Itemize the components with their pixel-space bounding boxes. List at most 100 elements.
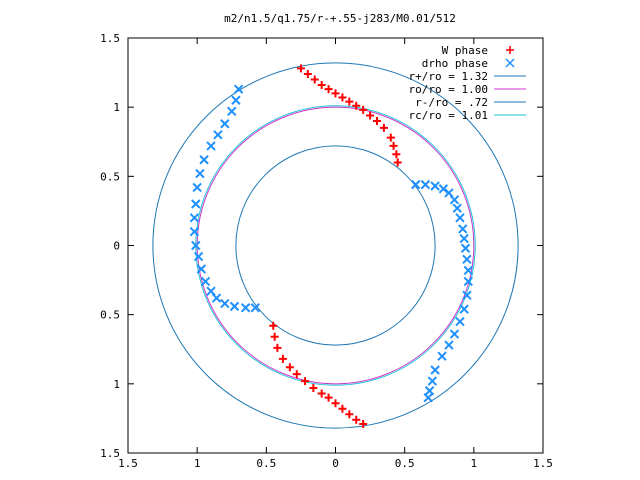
y-tick-label: 0 bbox=[113, 240, 120, 253]
x-tick-label: 1 bbox=[194, 457, 201, 470]
point bbox=[211, 293, 222, 303]
point bbox=[459, 233, 469, 244]
point bbox=[430, 365, 440, 375]
point bbox=[303, 69, 312, 78]
point bbox=[423, 392, 433, 403]
point bbox=[345, 97, 354, 106]
circle-2 bbox=[235, 145, 436, 346]
point bbox=[231, 95, 241, 105]
point bbox=[420, 179, 431, 190]
point bbox=[199, 155, 209, 165]
legend-label: ro/ro = 1.00 bbox=[409, 83, 488, 96]
point bbox=[338, 93, 347, 102]
point bbox=[460, 243, 471, 253]
point bbox=[229, 301, 240, 312]
point bbox=[195, 168, 205, 179]
point bbox=[331, 89, 340, 98]
point bbox=[331, 399, 340, 408]
point bbox=[462, 254, 472, 265]
point bbox=[191, 199, 201, 209]
point bbox=[386, 133, 395, 142]
point bbox=[278, 354, 287, 363]
point bbox=[455, 316, 465, 327]
y-tick-label: 1.5 bbox=[100, 32, 120, 45]
point bbox=[317, 389, 326, 398]
x-tick-label: 1.5 bbox=[533, 457, 553, 470]
point bbox=[220, 119, 230, 129]
x-tick-label: 1.5 bbox=[118, 457, 138, 470]
point bbox=[301, 377, 310, 386]
y-tick-label: 1 bbox=[113, 101, 120, 114]
data-series bbox=[189, 64, 474, 428]
point bbox=[310, 75, 319, 84]
circle-0 bbox=[152, 62, 519, 429]
point bbox=[379, 123, 388, 132]
series-2 bbox=[411, 179, 474, 403]
point bbox=[309, 383, 318, 392]
point bbox=[437, 351, 447, 361]
point bbox=[373, 117, 381, 125]
point bbox=[352, 101, 361, 110]
legend-label: r+/ro = 1.32 bbox=[409, 70, 488, 83]
point bbox=[317, 81, 326, 90]
point bbox=[359, 105, 368, 114]
point bbox=[352, 415, 361, 424]
point bbox=[389, 141, 398, 150]
point bbox=[189, 226, 200, 237]
point bbox=[338, 404, 347, 413]
x-tick-label: 0.5 bbox=[256, 457, 276, 470]
point bbox=[463, 276, 474, 287]
y-tick-label: 0.5 bbox=[100, 309, 120, 322]
point bbox=[206, 141, 216, 151]
point bbox=[444, 340, 454, 350]
legend-label: drho phase bbox=[422, 57, 488, 70]
point bbox=[270, 332, 279, 341]
point bbox=[324, 85, 333, 94]
point bbox=[213, 130, 223, 140]
point bbox=[324, 393, 333, 402]
legend-swatch bbox=[505, 58, 515, 68]
point bbox=[285, 363, 294, 372]
y-tick-label: 0.5 bbox=[100, 170, 120, 183]
point bbox=[463, 265, 474, 276]
point bbox=[233, 84, 244, 94]
y-tick-label: 1.5 bbox=[100, 447, 120, 460]
point bbox=[273, 343, 282, 352]
x-tick-label: 0 bbox=[332, 457, 339, 470]
point bbox=[449, 329, 460, 339]
point bbox=[459, 304, 469, 314]
point bbox=[359, 419, 368, 428]
point bbox=[424, 386, 435, 396]
point bbox=[366, 111, 375, 120]
legend-label: rc/ro = 1.01 bbox=[409, 109, 488, 122]
point bbox=[196, 264, 207, 274]
point bbox=[393, 158, 402, 167]
point bbox=[240, 303, 251, 313]
point bbox=[296, 64, 305, 73]
axis-ticks: 1.5 1 0.5 0 0.5 1 1.51.510.500.511.5 bbox=[100, 32, 553, 470]
point bbox=[427, 376, 438, 386]
point bbox=[191, 240, 201, 251]
point bbox=[220, 298, 230, 309]
point bbox=[452, 203, 462, 213]
circle-1 bbox=[196, 106, 475, 385]
point bbox=[392, 150, 401, 159]
series-1 bbox=[269, 321, 368, 428]
x-tick-label: 0.5 bbox=[395, 457, 415, 470]
point bbox=[189, 213, 200, 223]
series-3 bbox=[189, 84, 260, 313]
point bbox=[411, 179, 421, 190]
point bbox=[193, 251, 204, 262]
x-tick-label: 1 bbox=[471, 457, 478, 470]
point bbox=[345, 410, 354, 419]
legend-label: r-/ro = .72 bbox=[415, 96, 488, 109]
point bbox=[269, 321, 278, 330]
chart-title: m2/n1.5/q1.75/r-+.55-j283/M0.01/512 bbox=[224, 12, 456, 25]
point bbox=[449, 195, 460, 205]
point bbox=[292, 370, 301, 379]
point bbox=[458, 224, 468, 234]
point bbox=[200, 276, 211, 287]
point bbox=[430, 181, 440, 191]
